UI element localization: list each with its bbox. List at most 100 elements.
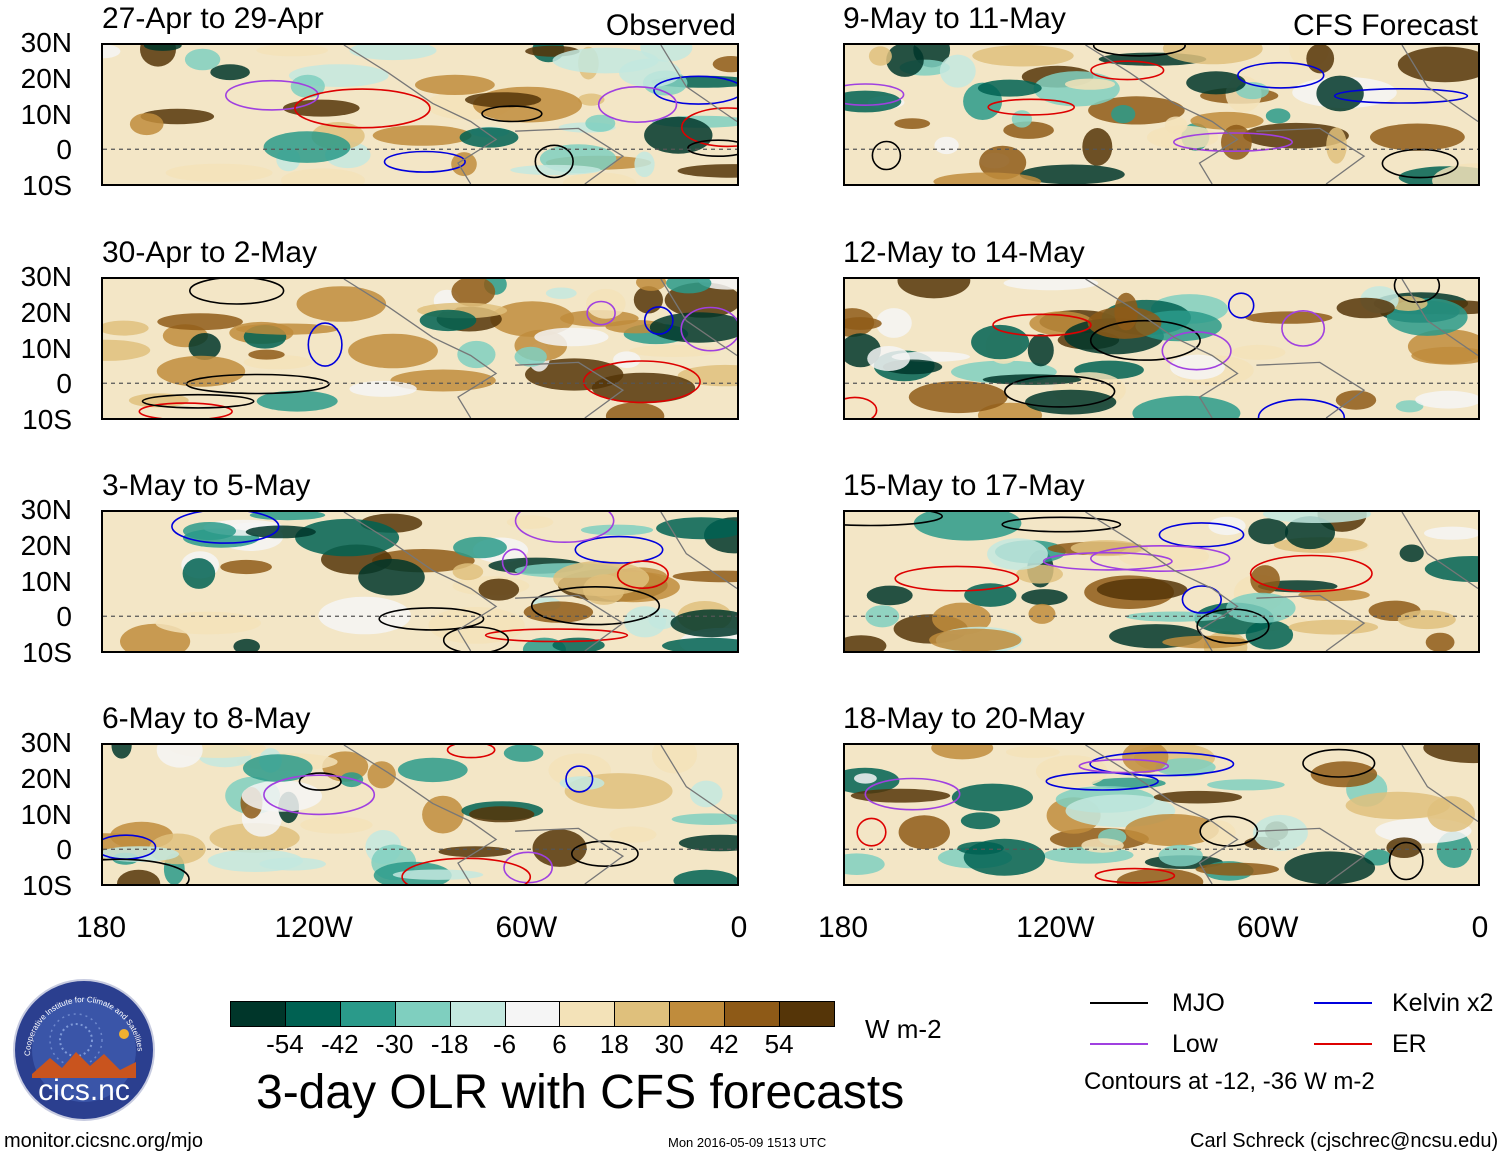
- olr-anomaly-blob: [656, 517, 737, 540]
- olr-anomaly-blob: [1397, 46, 1478, 83]
- olr-anomaly-blob: [256, 45, 328, 57]
- olr-anomaly-blob: [415, 74, 495, 95]
- olr-anomaly-blob: [103, 45, 121, 59]
- wave-contour: [871, 140, 902, 171]
- olr-anomaly-blob: [129, 113, 164, 136]
- olr-anomaly-blob: [296, 286, 387, 322]
- wave-contour: [501, 548, 528, 576]
- lat-label: 20N: [20, 529, 72, 561]
- olr-anomaly-blob: [358, 558, 425, 596]
- lat-label: 10S: [22, 870, 72, 901]
- olr-anomaly-blob: [1070, 540, 1143, 557]
- wave-contour: [263, 774, 376, 816]
- colorbar-swatch: [449, 1001, 506, 1027]
- olr-anomaly-blob: [452, 563, 484, 581]
- lat-label: 10S: [22, 637, 72, 668]
- wave-contour: [1090, 544, 1231, 572]
- wave-contour: [565, 765, 594, 793]
- wave-contour: [534, 144, 574, 179]
- wave-contour: [845, 83, 905, 106]
- coastline: [1085, 279, 1478, 418]
- lat-label: 30N: [20, 261, 72, 292]
- lat-label: 10N: [20, 565, 72, 597]
- olr-anomaly-blob: [898, 815, 950, 850]
- olr-anomaly-blob: [1027, 334, 1054, 367]
- olr-anomaly-blob: [712, 56, 737, 73]
- colorbar-swatch: [559, 1001, 616, 1027]
- wave-contour: [103, 858, 190, 884]
- olr-anomaly-blob: [845, 308, 875, 337]
- wave-contour: [1381, 148, 1459, 179]
- wave-contour: [845, 512, 943, 527]
- olr-anomaly-blob: [349, 380, 417, 397]
- lon-label: 180: [817, 911, 869, 944]
- olr-anomaly-blob: [933, 172, 1042, 184]
- olr-anomaly-blob: [1310, 761, 1378, 788]
- lon-label: 0: [1471, 911, 1489, 944]
- lat-label: 30N: [20, 727, 72, 758]
- wave-contour: [514, 512, 615, 543]
- olr-map-6: [845, 279, 1478, 418]
- olr-anomaly-blob: [868, 46, 892, 66]
- olr-anomaly-blob: [1370, 123, 1465, 151]
- wave-contour: [864, 777, 961, 811]
- wave-contour: [680, 306, 737, 352]
- olr-anomaly-blob: [931, 745, 994, 760]
- lat-label: 10S: [22, 170, 72, 201]
- olr-anomaly-blob: [1386, 837, 1422, 858]
- olr-map-2: [103, 279, 737, 418]
- wave-contour: [582, 360, 701, 404]
- olr-anomaly-blob: [503, 745, 544, 762]
- olr-anomaly-blob: [143, 45, 182, 51]
- olr-anomaly-blob: [419, 309, 477, 332]
- olr-anomaly-blob: [111, 745, 132, 759]
- wave-contour: [1001, 516, 1122, 533]
- olr-anomaly-blob: [1019, 164, 1125, 184]
- wave-contour: [1089, 751, 1235, 777]
- olr-anomaly-blob: [972, 45, 1074, 67]
- olr-anomaly-blob: [1164, 116, 1188, 134]
- olr-anomaly-blob: [845, 90, 902, 113]
- olr-anomaly-blob: [1081, 838, 1124, 853]
- cfs-forecast-label: CFS Forecast: [1292, 9, 1478, 42]
- olr-anomaly-blob: [478, 578, 520, 601]
- olr-anomaly-blob: [1005, 746, 1060, 758]
- colorbar: -54 -42 -30 -18 -6 6 18 30 42 54: [230, 1001, 835, 1061]
- olr-anomaly-blob: [583, 574, 625, 605]
- wave-contour: [1388, 841, 1424, 881]
- olr-anomaly-blob: [1285, 516, 1335, 550]
- olr-anomaly-blob: [459, 127, 519, 148]
- olr-anomaly-blob: [1207, 779, 1285, 791]
- olr-anomaly-blob: [1025, 389, 1117, 415]
- olr-anomaly-blob: [1226, 592, 1296, 624]
- olr-anomaly-blob: [1253, 814, 1308, 851]
- wave-contour: [1042, 551, 1173, 571]
- legend-line-kelvin: [1314, 1002, 1372, 1004]
- olr-anomaly-blob: [523, 601, 594, 623]
- olr-anomaly-blob: [184, 48, 221, 71]
- olr-anomaly-blob: [672, 570, 737, 583]
- panel-title-4: 6-May to 8-May: [102, 702, 311, 735]
- olr-anomaly-blob: [534, 327, 609, 347]
- olr-anomaly-blob: [854, 773, 877, 784]
- olr-anomaly-blob: [1190, 111, 1264, 130]
- wave-contour: [856, 817, 887, 847]
- olr-anomaly-blob: [1132, 395, 1241, 418]
- olr-anomaly-blob: [979, 145, 1027, 180]
- olr-anomaly-blob: [392, 869, 484, 880]
- olr-anomaly-blob: [248, 349, 285, 360]
- lat-label: 10N: [20, 98, 72, 130]
- olr-anomaly-blob: [964, 583, 1017, 607]
- map-panel-7: [843, 510, 1480, 653]
- olr-anomaly-blob: [372, 125, 472, 146]
- lon-label: 120W: [274, 911, 353, 944]
- olr-anomaly-blob: [613, 351, 641, 368]
- wave-contour: [574, 535, 664, 564]
- olr-anomaly-blob: [465, 92, 542, 108]
- olr-anomaly-blob: [677, 364, 737, 387]
- wave-contour: [307, 322, 343, 367]
- olr-anomaly-blob: [951, 783, 1033, 812]
- olr-anomaly-blob: [1245, 620, 1294, 650]
- olr-anomaly-blob: [245, 525, 316, 539]
- panel-title-3: 3-May to 5-May: [102, 469, 311, 502]
